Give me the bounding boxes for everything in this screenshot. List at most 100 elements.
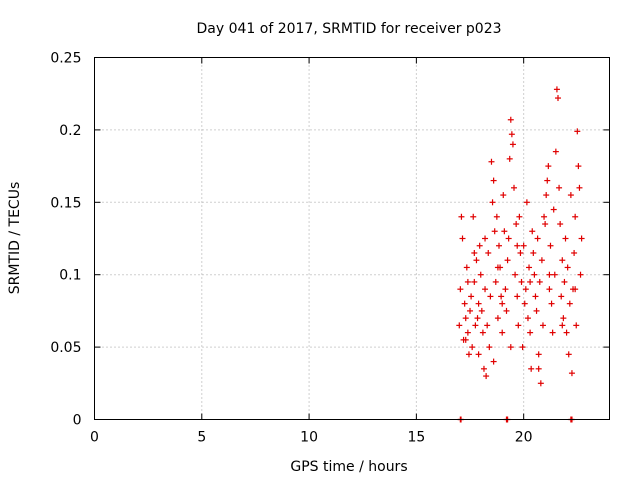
- data-point: [489, 199, 496, 206]
- data-point: [458, 213, 465, 220]
- data-point: [566, 300, 573, 307]
- data-point: [568, 370, 575, 377]
- data-point: [459, 235, 466, 242]
- data-point: [531, 271, 538, 278]
- data-point: [457, 286, 464, 293]
- data-point: [480, 365, 487, 372]
- data-point: [559, 257, 566, 264]
- data-point: [533, 307, 540, 314]
- data-point: [546, 271, 553, 278]
- data-point: [472, 322, 479, 329]
- data-point: [523, 199, 530, 206]
- data-point: [476, 242, 483, 249]
- grid-lines: [94, 57, 610, 420]
- data-point: [539, 322, 546, 329]
- data-point: [471, 249, 478, 256]
- data-point: [498, 293, 505, 300]
- data-point: [548, 300, 555, 307]
- data-point: [524, 315, 531, 322]
- data-point: [535, 365, 542, 372]
- data-point: [486, 344, 493, 351]
- data-point: [499, 329, 506, 336]
- data-point: [475, 351, 482, 358]
- data-point: [503, 307, 510, 314]
- data-point: [495, 242, 502, 249]
- data-point: [536, 278, 543, 285]
- data-point: [482, 286, 489, 293]
- data-point: [475, 300, 482, 307]
- chart-title: Day 041 of 2017, SRMTID for receiver p02…: [196, 21, 501, 37]
- data-point: [532, 293, 539, 300]
- data-point: [526, 264, 533, 271]
- x-tick-label: 10: [300, 430, 318, 446]
- data-point: [502, 286, 509, 293]
- data-point: [491, 228, 498, 235]
- data-point: [470, 213, 477, 220]
- y-axis-label: SRMTID / TECUs: [7, 182, 23, 295]
- data-point: [557, 221, 564, 228]
- data-point: [483, 373, 490, 380]
- data-point: [504, 257, 511, 264]
- data-point: [558, 293, 565, 300]
- y-tick-label: 0: [73, 413, 82, 429]
- data-point: [473, 257, 480, 264]
- data-point: [542, 221, 549, 228]
- data-points: [456, 86, 585, 423]
- data-point: [576, 184, 583, 191]
- x-tick-label: 15: [407, 430, 425, 446]
- data-point: [471, 278, 478, 285]
- data-point: [567, 192, 574, 199]
- x-tick-labels: 0 5 10 15 20: [90, 430, 533, 446]
- data-point: [468, 293, 475, 300]
- data-point: [488, 158, 495, 165]
- data-point: [527, 278, 534, 285]
- data-point: [511, 184, 518, 191]
- data-point: [563, 329, 570, 336]
- data-point: [490, 177, 497, 184]
- data-point: [494, 315, 501, 322]
- data-point: [546, 286, 553, 293]
- data-point: [522, 286, 529, 293]
- data-point: [514, 293, 521, 300]
- y-tick-labels: 0 0.05 0.1 0.15 0.2 0.25: [50, 51, 81, 429]
- data-point: [571, 249, 578, 256]
- data-point: [530, 249, 537, 256]
- data-point: [507, 116, 514, 123]
- data-point: [500, 192, 507, 199]
- data-point: [537, 380, 544, 387]
- y-tick-label: 0.15: [50, 195, 81, 211]
- data-point: [564, 264, 571, 271]
- data-point: [529, 228, 536, 235]
- data-point: [485, 249, 492, 256]
- data-point: [506, 155, 513, 162]
- axis-ticks: [94, 57, 610, 420]
- data-point: [520, 242, 527, 249]
- x-tick-label: 0: [90, 430, 99, 446]
- data-point: [572, 213, 579, 220]
- data-point: [509, 141, 516, 148]
- data-point: [465, 351, 472, 358]
- data-point: [490, 358, 497, 365]
- data-point: [552, 148, 559, 155]
- data-point: [545, 163, 552, 170]
- data-point: [461, 300, 468, 307]
- data-point: [550, 206, 557, 213]
- data-point: [462, 315, 469, 322]
- data-point: [464, 329, 471, 336]
- data-point: [517, 249, 524, 256]
- data-point: [561, 278, 568, 285]
- data-point: [541, 213, 548, 220]
- data-point: [487, 293, 494, 300]
- plot-frame: [94, 57, 610, 420]
- data-point: [484, 322, 491, 329]
- data-point: [555, 95, 561, 102]
- data-point: [515, 322, 522, 329]
- data-point: [578, 235, 585, 242]
- y-tick-label: 0.2: [59, 123, 81, 139]
- data-point: [528, 365, 535, 372]
- y-tick-label: 0.05: [50, 340, 81, 356]
- data-point: [549, 329, 556, 336]
- data-point: [467, 307, 474, 314]
- x-tick-label: 5: [197, 430, 206, 446]
